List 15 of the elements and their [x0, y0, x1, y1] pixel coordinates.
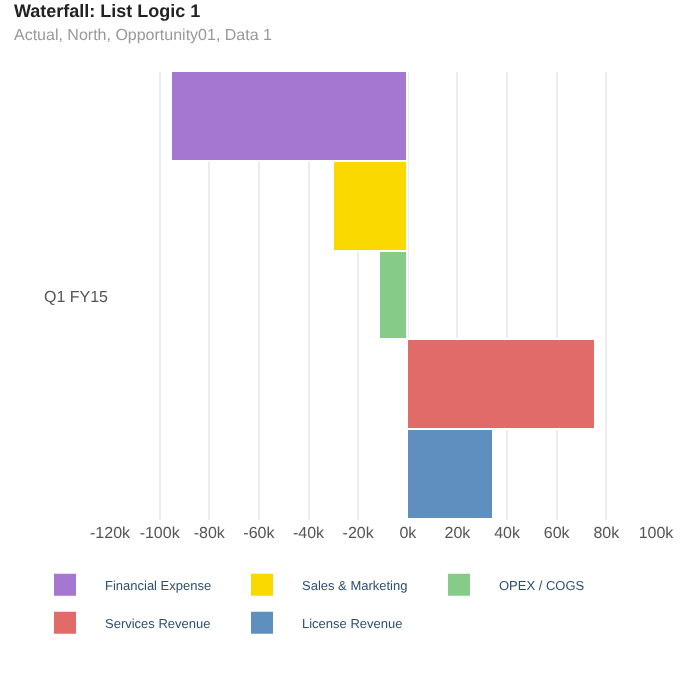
x-tick-label: -20k	[342, 524, 376, 542]
x-tick-label: -60k	[243, 524, 277, 542]
chart-title: Waterfall: List Logic 1	[14, 0, 201, 21]
x-tick-label: -40k	[292, 524, 327, 542]
x-tick-label: 40k	[494, 524, 522, 542]
x-tick-label: -120k	[89, 524, 133, 542]
x-tick-label: -100k	[139, 524, 182, 542]
x-tick-label: 0k	[399, 524, 419, 542]
x-tick-label: 20k	[444, 524, 473, 542]
y-tick-label: Q1 FY15	[43, 287, 110, 306]
x-tick-label: 80k	[593, 524, 622, 542]
x-tick-label: 100k	[638, 524, 676, 542]
x-tick-label: -80k	[193, 524, 227, 542]
chart-subtitle: Actual, North, Opportunity01, Data 1	[14, 26, 274, 45]
x-tick-label: 60k	[543, 524, 572, 542]
